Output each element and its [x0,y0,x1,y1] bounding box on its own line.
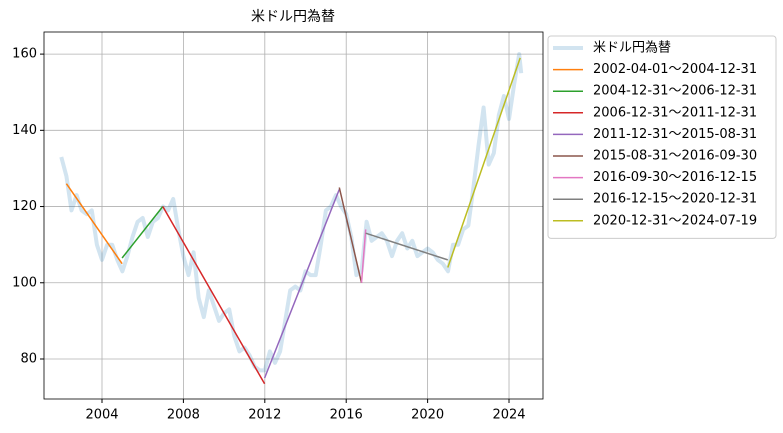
series-line [162,206,266,385]
y-tick-label: 160 [12,47,37,62]
legend-label: 2006-12-31〜2011-12-31 [593,105,757,120]
series-line [65,183,123,265]
x-tick-label: 2008 [167,408,200,423]
legend-label: 2004-12-31〜2006-12-31 [593,84,757,99]
x-tick-label: 2024 [492,408,525,423]
y-tick-label: 80 [20,351,37,366]
legend-box [547,35,777,239]
legend-label: 2002-04-01〜2004-12-31 [593,62,757,77]
legend-label: 米ドル円為替 [593,40,671,56]
y-tick-label: 100 [12,275,37,290]
chart-title: 米ドル円為替 [251,9,335,25]
legend-label: 2015-08-31〜2016-09-30 [593,149,757,164]
legend-label: 2011-12-31〜2015-08-31 [593,127,757,142]
series-line [365,232,449,261]
series-line [360,229,367,283]
x-tick-label: 2020 [411,408,444,423]
legend-label: 2016-12-15〜2020-12-31 [593,192,757,207]
y-tick-label: 140 [12,123,37,138]
x-tick-label: 2012 [248,408,281,423]
plot-frame [43,31,544,400]
series-line [59,52,524,373]
y-tick-label: 120 [12,199,37,214]
series-line [263,189,340,379]
series-line [338,187,363,283]
series-line [447,57,521,268]
legend-label: 2020-12-31〜2024-07-19 [593,213,757,228]
legend-label: 2016-09-30〜2016-12-15 [593,170,757,185]
x-tick-label: 2004 [85,408,118,423]
series-line [121,206,164,259]
x-tick-label: 2016 [330,408,363,423]
